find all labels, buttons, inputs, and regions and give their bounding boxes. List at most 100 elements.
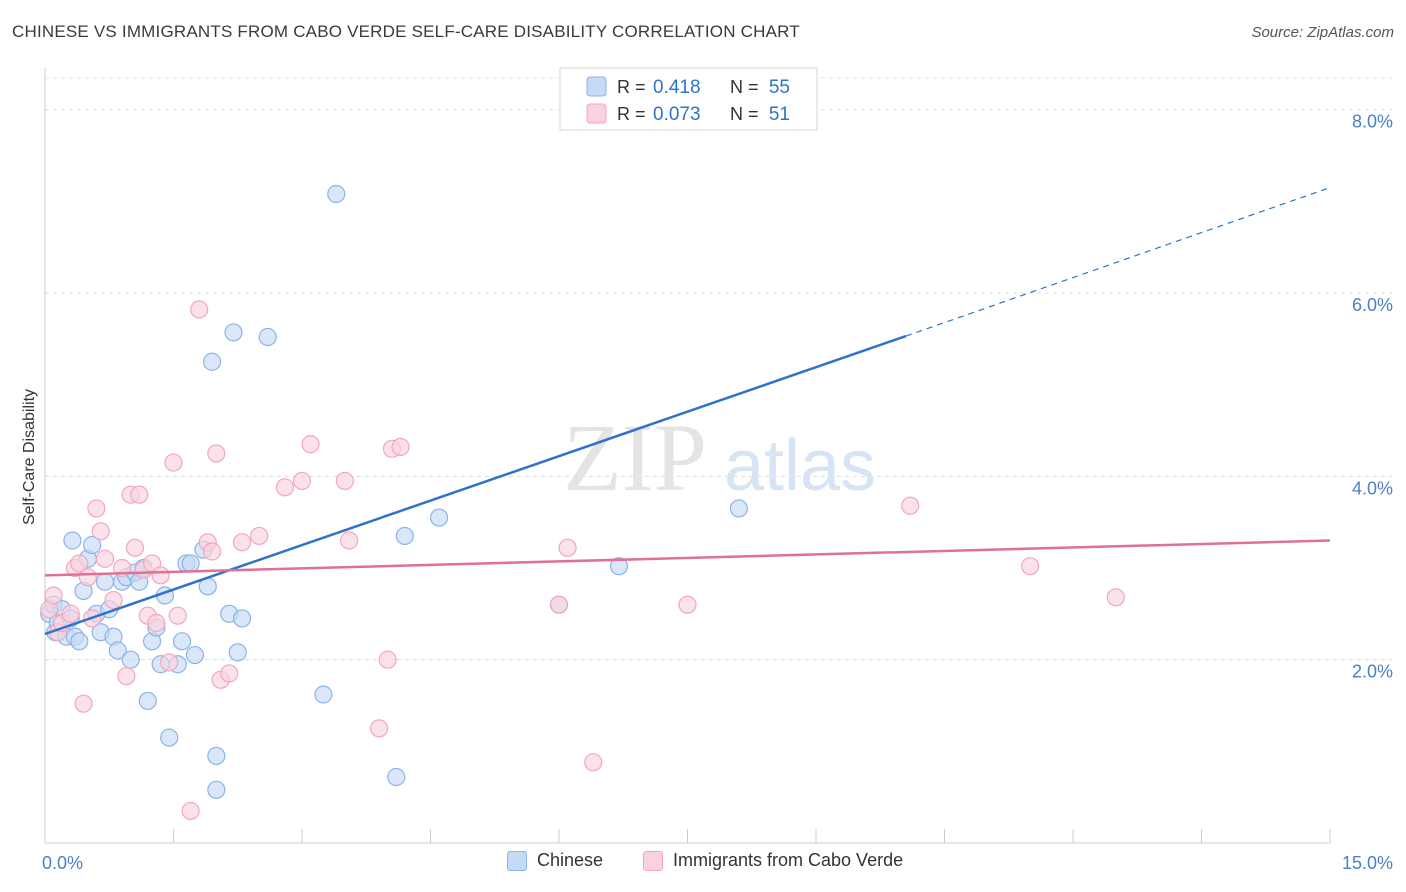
- point-chinese: [202, 352, 222, 371]
- point-chinese: [395, 526, 414, 546]
- point-cabo-verde: [181, 801, 200, 821]
- point-cabo-verde: [202, 542, 222, 561]
- series-cabo-verde-points: [40, 300, 1125, 821]
- point-cabo-verde: [104, 590, 123, 610]
- point-cabo-verde: [232, 533, 252, 552]
- point-cabo-verde: [168, 606, 187, 625]
- legend-bottom: Chinese Immigrants from Cabo Verde: [0, 850, 1406, 878]
- trend-lines: [44, 187, 1331, 636]
- tick-labels: 2.0% 4.0% 6.0% 8.0% 0.0% 15.0%: [42, 112, 1393, 873]
- point-cabo-verde: [74, 694, 93, 713]
- watermark-atlas: atlas: [724, 426, 876, 506]
- point-chinese: [108, 641, 127, 660]
- point-chinese: [314, 685, 333, 704]
- point-cabo-verde: [584, 753, 603, 772]
- point-cabo-verde: [1021, 557, 1040, 576]
- point-cabo-verde: [160, 653, 179, 672]
- point-cabo-verde: [558, 538, 577, 557]
- point-cabo-verde: [95, 549, 115, 568]
- legend-r-value-chinese: 0.418: [653, 77, 701, 98]
- point-cabo-verde: [70, 554, 89, 573]
- point-chinese: [95, 572, 115, 591]
- point-chinese: [138, 691, 157, 711]
- point-cabo-verde: [44, 586, 63, 605]
- legend-n-value-chinese: 55: [769, 77, 790, 98]
- legend-item-chinese[interactable]: Chinese: [507, 850, 603, 871]
- point-cabo-verde: [207, 444, 226, 463]
- point-cabo-verde: [370, 719, 389, 738]
- point-chinese: [224, 323, 243, 342]
- legend-swatch-chinese: [586, 76, 607, 97]
- point-chinese: [160, 728, 179, 747]
- point-cabo-verde: [91, 522, 110, 541]
- point-chinese: [207, 780, 226, 799]
- legend-top: R = 0.418 N = 55 R = 0.073 N = 51: [559, 67, 818, 131]
- legend-item-cabo-verde[interactable]: Immigrants from Cabo Verde: [643, 850, 903, 871]
- gridlines: [45, 77, 1392, 661]
- point-cabo-verde: [250, 526, 269, 546]
- point-cabo-verde: [87, 499, 106, 518]
- legend-swatch-chinese: [507, 850, 527, 871]
- legend-r-label-cabo-verde: R =: [617, 104, 646, 124]
- point-cabo-verde: [275, 478, 294, 497]
- point-cabo-verde: [678, 595, 697, 614]
- y-tick-label: 2.0%: [1352, 662, 1393, 682]
- legend-swatch-cabo-verde: [586, 103, 607, 124]
- point-cabo-verde: [549, 595, 569, 614]
- legend-label-chinese: Chinese: [537, 850, 604, 870]
- source-label: Source: ZipAtlas.com: [1251, 24, 1394, 41]
- trend-line-chinese: [44, 334, 907, 636]
- watermark: ZIP atlas: [563, 404, 876, 511]
- axes: [44, 68, 1331, 844]
- point-chinese: [232, 609, 252, 628]
- point-chinese: [63, 531, 82, 550]
- point-cabo-verde: [292, 471, 312, 491]
- watermark-zip: ZIP: [563, 404, 707, 511]
- point-cabo-verde: [391, 437, 410, 457]
- legend-r-value-cabo-verde: 0.073: [653, 104, 701, 125]
- y-axis-label: Self-Care Disability: [21, 389, 38, 525]
- point-chinese: [429, 508, 449, 527]
- legend-label-cabo-verde: Immigrants from Cabo Verde: [673, 850, 904, 870]
- point-cabo-verde: [130, 485, 149, 504]
- point-cabo-verde: [125, 538, 145, 557]
- point-cabo-verde: [151, 566, 170, 585]
- point-cabo-verde: [335, 471, 354, 491]
- point-chinese: [83, 535, 102, 555]
- legend-n-label-cabo-verde: N =: [730, 104, 759, 124]
- legend-r-label-chinese: R =: [617, 77, 646, 97]
- y-tick-label: 4.0%: [1352, 478, 1393, 498]
- point-cabo-verde: [61, 604, 80, 623]
- point-chinese: [181, 554, 200, 573]
- trend-line-chinese-extension: [905, 187, 1331, 337]
- point-chinese: [121, 650, 140, 669]
- point-cabo-verde: [220, 664, 239, 683]
- point-chinese: [258, 327, 277, 347]
- point-chinese: [327, 184, 346, 204]
- y-tick-label: 6.0%: [1352, 295, 1393, 315]
- point-chinese: [609, 557, 629, 576]
- y-tick-label: 8.0%: [1352, 112, 1393, 132]
- point-cabo-verde: [901, 496, 920, 515]
- point-chinese: [729, 499, 749, 518]
- point-cabo-verde: [340, 531, 359, 550]
- legend-swatch-cabo-verde: [643, 850, 663, 871]
- point-cabo-verde: [147, 613, 166, 633]
- point-cabo-verde: [378, 650, 397, 669]
- point-cabo-verde: [164, 453, 183, 472]
- chart-title: CHINESE VS IMMIGRANTS FROM CABO VERDE SE…: [12, 22, 800, 41]
- point-cabo-verde: [301, 435, 320, 454]
- point-cabo-verde: [117, 667, 136, 686]
- point-cabo-verde: [190, 300, 209, 319]
- point-chinese: [207, 746, 226, 766]
- x-tick-label: 0.0%: [42, 853, 83, 873]
- point-chinese: [387, 767, 406, 787]
- point-cabo-verde: [1106, 588, 1125, 607]
- point-chinese: [228, 643, 247, 662]
- point-cabo-verde: [78, 568, 97, 587]
- point-chinese: [185, 645, 205, 665]
- x-tick-label: 15.0%: [1342, 853, 1393, 873]
- point-chinese: [172, 632, 192, 651]
- legend-n-label-chinese: N =: [730, 77, 759, 97]
